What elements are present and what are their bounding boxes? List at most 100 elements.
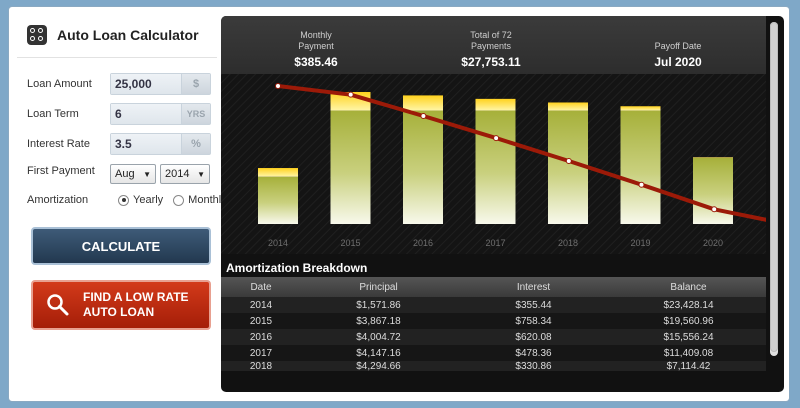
balance-point — [711, 206, 718, 213]
loan-term-input[interactable] — [111, 104, 181, 124]
x-tick-label: 2017 — [485, 238, 505, 248]
bar-interest — [693, 157, 733, 158]
cell-principal: $4,294.66 — [356, 361, 401, 371]
first-payment-month-select[interactable]: Aug ▼ — [110, 164, 156, 184]
cell-interest: $478.36 — [515, 347, 552, 359]
col-header-principal: Principal — [359, 281, 398, 293]
chart-svg: 2014 2015 2016 2017 2018 2019 2020 — [221, 74, 766, 254]
monthly-payment-label-1: Monthly — [300, 30, 332, 40]
bar-principal — [620, 110, 661, 224]
results-scrollbar[interactable] — [770, 22, 778, 356]
app-header: Auto Loan Calculator — [27, 25, 199, 45]
balance-point — [493, 135, 500, 142]
calculator-frame: Auto Loan Calculator Loan Amount $ Loan … — [8, 6, 790, 402]
promo-line-2: AUTO LOAN — [83, 305, 155, 319]
promo-text: FIND A LOW RATE AUTO LOAN — [83, 290, 189, 320]
amortization-chart: 2014 2015 2016 2017 2018 2019 2020 — [221, 74, 766, 254]
balance-point — [565, 158, 572, 165]
interest-rate-field: % — [110, 133, 211, 155]
first-payment-label: First Payment — [27, 165, 95, 177]
payoff-date-value: Jul 2020 — [654, 55, 702, 69]
month-caret-icon: ▼ — [143, 169, 151, 179]
x-tick-label: 2014 — [268, 238, 288, 248]
calculate-button[interactable]: CALCULATE — [31, 227, 211, 265]
monthly-payment-value: $385.46 — [294, 55, 338, 69]
scrollbar-thumb[interactable] — [770, 22, 778, 352]
loan-amount-input[interactable] — [111, 74, 181, 94]
cell-principal: $4,004.72 — [356, 331, 401, 343]
cell-interest: $758.34 — [515, 315, 552, 327]
loan-term-field: YRS — [110, 103, 211, 125]
cell-date: 2015 — [249, 315, 273, 327]
bar-principal — [693, 157, 733, 224]
cell-interest: $620.08 — [515, 331, 552, 343]
results-panel: Monthly Payment $385.46 Total of 72 Paym… — [221, 16, 784, 392]
year-caret-icon: ▼ — [197, 169, 205, 179]
table-row: 2016 $4,004.72 $620.08 $15,556.24 — [221, 329, 766, 345]
amortization-label: Amortization — [27, 194, 89, 206]
cell-balance: $15,556.24 — [663, 331, 714, 343]
cell-date: 2017 — [249, 347, 273, 359]
cell-principal: $4,147.16 — [356, 347, 401, 359]
table-row: 2017 $4,147.16 $478.36 $11,409.08 — [221, 345, 766, 361]
bar-principal — [548, 110, 588, 224]
payoff-date-summary: Payoff Date Jul 2020 — [608, 41, 748, 69]
cell-principal: $1,571.86 — [356, 299, 401, 311]
cell-balance: $7,114.42 — [666, 361, 711, 371]
col-header-interest: Interest — [516, 281, 551, 293]
x-tick-label: 2018 — [558, 238, 578, 248]
interest-rate-input[interactable] — [111, 134, 181, 154]
bar-principal — [330, 110, 371, 224]
cell-balance: $23,428.14 — [663, 299, 714, 311]
loan-term-unit: YRS — [181, 104, 210, 124]
bar-principal — [403, 110, 443, 224]
x-tick-label: 2016 — [413, 238, 433, 248]
radio-unchecked-icon — [173, 194, 185, 206]
total-payments-label-1: Total of 72 — [470, 30, 512, 40]
bar-interest — [620, 106, 661, 111]
col-header-balance: Balance — [670, 281, 707, 293]
payoff-date-label: Payoff Date — [654, 41, 702, 51]
balance-point — [275, 83, 281, 89]
x-tick-label: 2019 — [630, 238, 650, 248]
input-panel: Auto Loan Calculator Loan Amount $ Loan … — [9, 7, 227, 401]
first-payment-row: First Payment — [27, 160, 107, 182]
calculator-icon — [27, 25, 47, 45]
summary-bar: Monthly Payment $385.46 Total of 72 Paym… — [221, 16, 766, 74]
total-payments-label-2: Payments — [470, 41, 512, 51]
amortization-monthly-label: Monthly — [188, 194, 227, 206]
table-row: 2018 $4,294.66 $330.86 $7,114.42 — [221, 361, 766, 371]
amortization-monthly-radio[interactable]: Monthly — [173, 194, 227, 206]
cell-balance: $11,409.08 — [663, 347, 714, 359]
first-payment-year-select[interactable]: 2014 ▼ — [160, 164, 210, 184]
x-tick-label: 2020 — [703, 238, 723, 248]
loan-amount-label: Loan Amount — [27, 78, 92, 90]
breakdown-title: Amortization Breakdown — [226, 261, 368, 275]
bar-interest — [475, 98, 516, 111]
cell-date: 2018 — [249, 361, 273, 371]
find-low-rate-button[interactable]: FIND A LOW RATE AUTO LOAN — [31, 280, 211, 330]
bar-interest — [258, 168, 298, 177]
bar-interest — [403, 95, 443, 111]
amortization-yearly-label: Yearly — [133, 194, 164, 206]
total-payments-value: $27,753.11 — [461, 55, 521, 69]
monthly-payment-label-2: Payment — [298, 41, 334, 51]
amortization-yearly-radio[interactable]: Yearly — [118, 194, 163, 206]
loan-term-label: Loan Term — [27, 108, 79, 120]
cell-date: 2016 — [249, 331, 273, 343]
amortization-row: Amortization Yearly Monthly — [27, 189, 227, 211]
radio-checked-icon — [118, 194, 129, 206]
interest-rate-label: Interest Rate — [27, 138, 90, 150]
cell-principal: $3,867.18 — [356, 315, 401, 327]
loan-amount-row: Loan Amount — [27, 73, 107, 95]
balance-line — [277, 84, 766, 222]
bar-interest — [548, 102, 588, 111]
bar-principal — [258, 176, 298, 224]
balance-point — [347, 91, 354, 98]
breakdown-table-header: Date Principal Interest Balance — [221, 277, 766, 297]
interest-rate-row: Interest Rate — [27, 133, 107, 155]
monthly-payment-summary: Monthly Payment $385.46 — [246, 30, 386, 69]
loan-amount-field: $ — [110, 73, 211, 95]
loan-term-row: Loan Term — [27, 103, 107, 125]
header-divider — [17, 57, 217, 58]
